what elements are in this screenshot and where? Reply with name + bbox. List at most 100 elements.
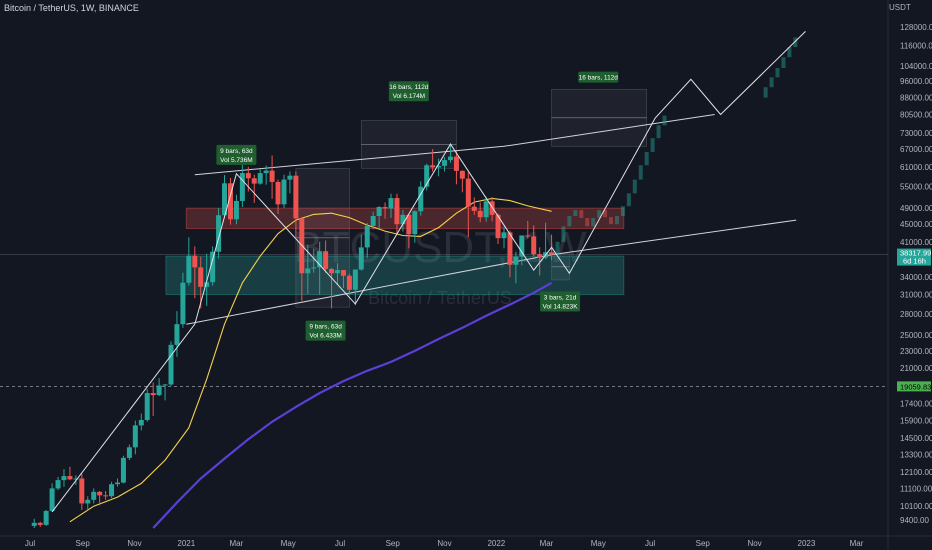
moving-average-long-line bbox=[152, 281, 553, 529]
y-tick-label: 104000.00 bbox=[900, 62, 932, 71]
x-tick-label: Jul bbox=[25, 539, 35, 548]
candle-body bbox=[329, 268, 335, 274]
projection-candle bbox=[763, 87, 768, 98]
candle-body bbox=[370, 216, 376, 226]
projection-candle bbox=[793, 37, 798, 48]
candle-body bbox=[198, 267, 204, 287]
candle-body bbox=[453, 156, 459, 171]
candle-body bbox=[233, 200, 239, 220]
projection-candle bbox=[650, 138, 655, 152]
candle-body bbox=[501, 232, 507, 239]
candle-body bbox=[239, 173, 245, 201]
annotation-volume: Vol 14.823K bbox=[543, 304, 579, 311]
candle-body bbox=[305, 268, 311, 274]
annotation-box bbox=[216, 144, 257, 165]
candle-body bbox=[79, 478, 85, 504]
projection-candle bbox=[787, 47, 792, 58]
candle-body bbox=[436, 165, 442, 168]
annotation-box bbox=[540, 291, 581, 312]
candle-body bbox=[406, 214, 412, 235]
candle-body bbox=[132, 425, 138, 448]
candle-body bbox=[519, 235, 525, 257]
candle-body bbox=[281, 179, 287, 205]
candle-body bbox=[442, 160, 448, 166]
candle-body bbox=[489, 201, 495, 215]
x-tick-label: Jul bbox=[335, 539, 345, 548]
projection-candle bbox=[620, 206, 625, 217]
candle-body bbox=[471, 206, 477, 211]
x-tick-label: Mar bbox=[540, 539, 554, 548]
y-tick-label: 61000.00 bbox=[900, 163, 932, 172]
projection-candle bbox=[656, 125, 661, 139]
candle-body bbox=[317, 251, 323, 268]
x-tick-label: 2023 bbox=[798, 539, 816, 548]
chart-title: Bitcoin / TetherUS, 1W, BINANCE bbox=[4, 3, 139, 13]
projection-candle bbox=[626, 193, 631, 207]
candle-body bbox=[245, 173, 251, 179]
annotation-box bbox=[388, 81, 429, 102]
x-tick-label: 2022 bbox=[487, 539, 505, 548]
y-tick-label: 45000.00 bbox=[900, 220, 932, 229]
y-tick-label: 23000.00 bbox=[900, 347, 932, 356]
support-zone bbox=[165, 255, 625, 296]
candle-body bbox=[293, 175, 299, 219]
bar-countdown: 6d 16h bbox=[903, 257, 926, 266]
candle-body bbox=[340, 270, 346, 276]
projection-candle bbox=[781, 57, 786, 68]
x-tick-label: Mar bbox=[230, 539, 244, 548]
y-tick-label: 15900.00 bbox=[900, 417, 932, 426]
x-tick-label: 2021 bbox=[177, 539, 195, 548]
candle-body bbox=[430, 165, 436, 168]
projection-candle bbox=[591, 218, 596, 227]
candle-body bbox=[525, 235, 531, 237]
x-tick-label: Jul bbox=[645, 539, 655, 548]
y-tick-label: 67000.00 bbox=[900, 145, 932, 154]
candle-body bbox=[144, 393, 150, 420]
candle-body bbox=[126, 447, 132, 458]
y-tick-label: 128000.00 bbox=[900, 23, 932, 32]
y-tick-label: 12100.00 bbox=[900, 468, 932, 477]
candle-body bbox=[459, 170, 465, 179]
x-tick-label: May bbox=[591, 539, 606, 548]
x-tick-label: Nov bbox=[747, 539, 761, 548]
annotation-bars: 3 bars, 21d bbox=[544, 295, 577, 302]
candle-body bbox=[358, 247, 364, 270]
candle-body bbox=[263, 170, 269, 174]
y-tick-label: 11100.00 bbox=[900, 484, 932, 493]
candle-body bbox=[150, 393, 156, 396]
projection-candle bbox=[662, 115, 667, 126]
projection-candle bbox=[567, 216, 572, 227]
candle-body bbox=[114, 482, 120, 485]
annotation-volume: Vol 5.736M bbox=[220, 157, 253, 164]
measure-annotation: 3 bars, 21d Vol 14.823K bbox=[540, 291, 581, 312]
y-tick-label: 116000.00 bbox=[900, 42, 932, 51]
projection-candle bbox=[775, 67, 780, 78]
y-tick-label: 96000.00 bbox=[900, 77, 932, 86]
candle-body bbox=[162, 384, 168, 386]
candle-body bbox=[97, 491, 103, 496]
x-tick-label: Mar bbox=[850, 539, 864, 548]
measure-annotation: 9 bars, 63d Vol 5.736M bbox=[216, 144, 257, 165]
projection-candle bbox=[597, 210, 602, 219]
candle-body bbox=[55, 480, 61, 489]
candle-body bbox=[103, 495, 109, 497]
candle-body bbox=[91, 491, 97, 500]
measure-annotation: 16 bars, 112d bbox=[578, 71, 618, 83]
measure-annotation: 9 bars, 63d Vol 6.433M bbox=[305, 320, 346, 341]
candle-body bbox=[186, 255, 192, 283]
x-tick-label: Sep bbox=[386, 539, 401, 548]
currency-label[interactable]: USDT bbox=[889, 3, 911, 12]
candle-body bbox=[204, 282, 210, 287]
candle-body bbox=[37, 522, 43, 525]
candle-body bbox=[222, 183, 228, 216]
annotation-volume: Vol 6.174M bbox=[393, 93, 426, 100]
candle-body bbox=[531, 236, 537, 255]
candle-body bbox=[251, 178, 257, 184]
candle-body bbox=[120, 457, 126, 483]
y-tick-label: 31000.00 bbox=[900, 291, 932, 300]
reference-price-value: 19059.83 bbox=[900, 382, 931, 391]
candle-body bbox=[412, 211, 418, 235]
projection-candle bbox=[573, 210, 578, 217]
candle-body bbox=[216, 215, 222, 252]
